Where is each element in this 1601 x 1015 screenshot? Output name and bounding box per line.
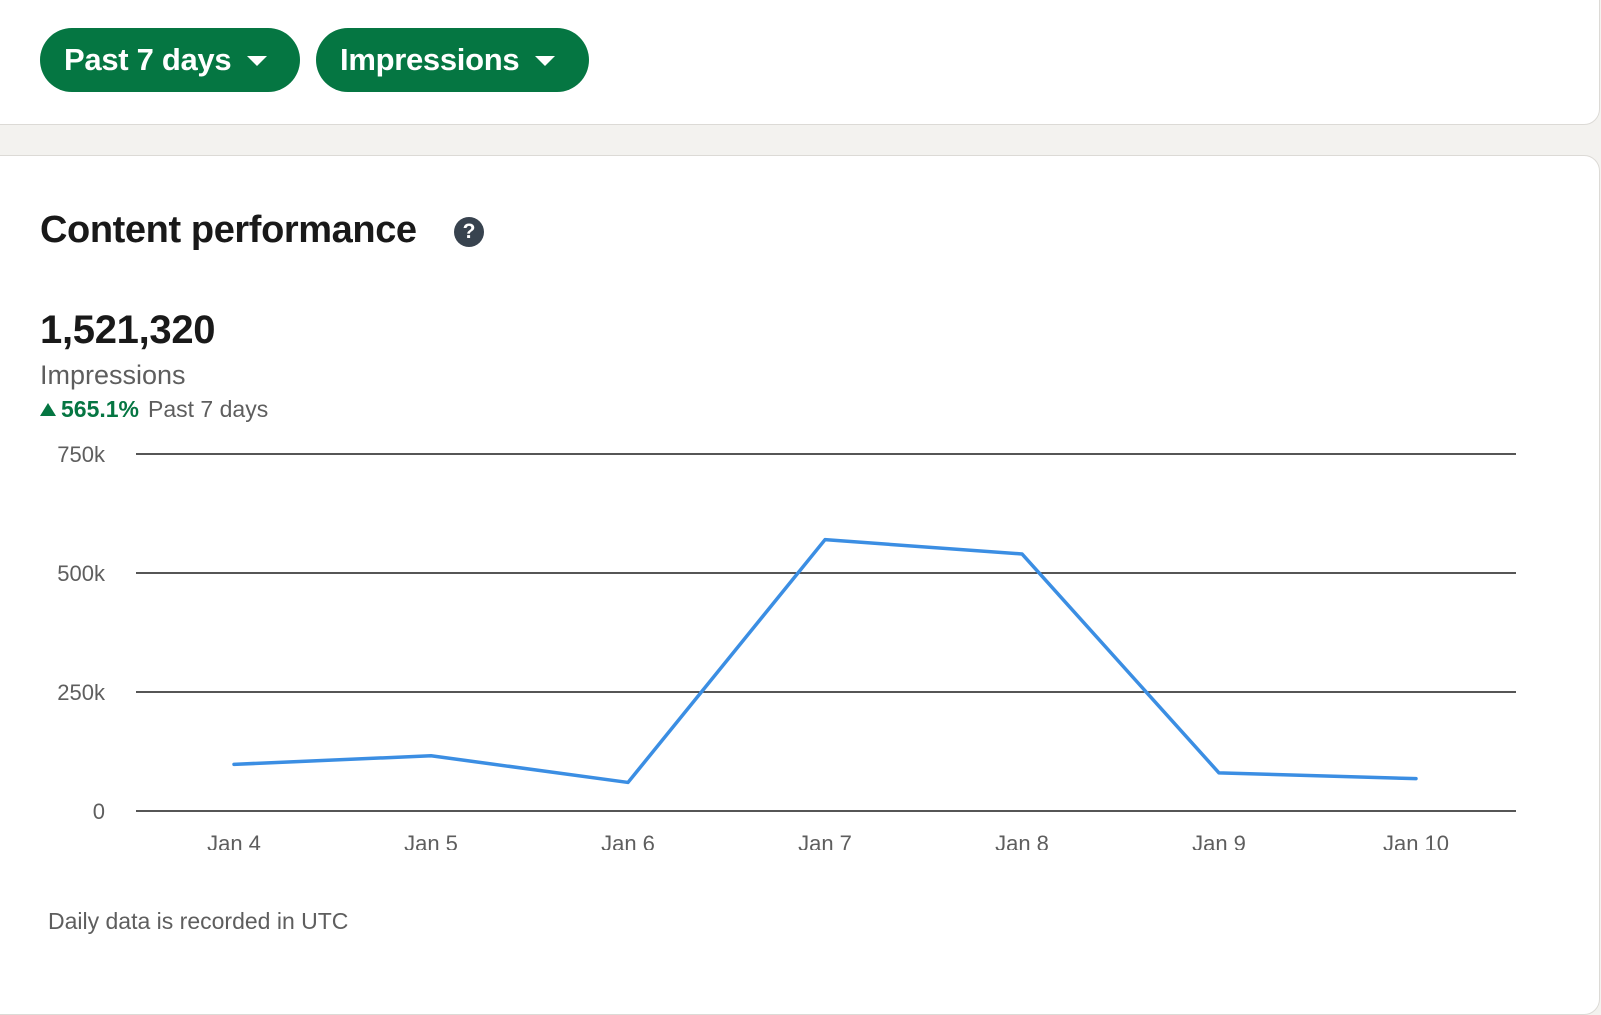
- date-range-dropdown[interactable]: Past 7 days: [40, 28, 300, 92]
- x-tick-label: Jan 10: [1383, 831, 1449, 850]
- y-tick-label: 0: [93, 799, 105, 824]
- metric-dropdown[interactable]: Impressions: [316, 28, 589, 92]
- x-tick-label: Jan 9: [1192, 831, 1246, 850]
- change-percent: 565.1%: [61, 396, 140, 422]
- change-indicator: 565.1% Past 7 days: [40, 394, 268, 424]
- y-tick-label: 250k: [57, 680, 106, 705]
- card-title: Content performance: [40, 209, 417, 251]
- y-tick-label: 750k: [57, 442, 106, 467]
- x-tick-label: Jan 6: [601, 831, 655, 850]
- x-tick-label: Jan 8: [995, 831, 1049, 850]
- series-line: [232, 537, 1418, 785]
- caret-down-icon: [535, 56, 556, 66]
- x-tick-label: Jan 7: [798, 831, 852, 850]
- utc-footnote: Daily data is recorded in UTC: [48, 908, 349, 934]
- series-layer: [232, 537, 1418, 785]
- y-axis-ticks: 0 250k 500k 750k: [57, 442, 106, 824]
- caret-down-icon: [247, 56, 268, 66]
- x-axis-ticks: Jan 4 Jan 5 Jan 6 Jan 7 Jan 8 Jan 9 Jan 10: [207, 831, 1449, 850]
- x-tick-label: Jan 5: [404, 831, 458, 850]
- up-triangle-icon: [40, 402, 56, 416]
- metric-name: Impressions: [40, 360, 186, 390]
- content-performance-card: [0, 155, 1600, 1015]
- total-value: 1,521,320: [40, 308, 216, 352]
- y-tick-label: 500k: [57, 561, 106, 586]
- help-icon[interactable]: ?: [454, 217, 484, 247]
- date-range-label: Past 7 days: [64, 42, 232, 77]
- change-period: Past 7 days: [148, 396, 269, 422]
- metric-label: Impressions: [340, 42, 520, 77]
- grid-lines: [136, 453, 1516, 812]
- x-tick-label: Jan 4: [207, 831, 261, 850]
